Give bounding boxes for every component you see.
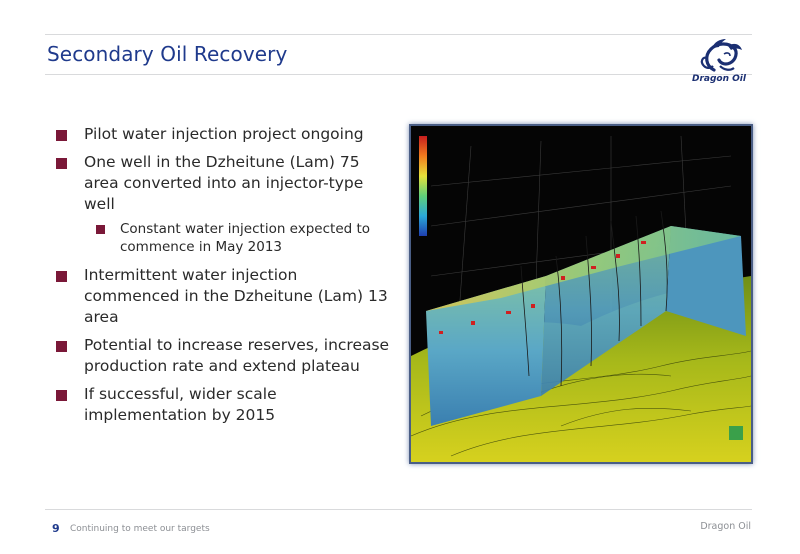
footer-brand: Dragon Oil [700, 521, 751, 532]
bullet-text: Pilot water injection project ongoing [84, 125, 364, 143]
bullet-item: One well in the Dzheitune (Lam) 75 area … [56, 152, 391, 215]
footer-section-label: Continuing to meet our targets [70, 524, 210, 534]
sub-bullet-text: Constant water injection expected to com… [120, 221, 371, 255]
bullet-marker [56, 158, 67, 169]
footer-divider [45, 509, 752, 510]
logo-wordmark: Dragon Oil [692, 74, 746, 84]
sub-bullet-item: Constant water injection expected to com… [56, 220, 391, 256]
bullet-item: If successful, wider scale implementatio… [56, 384, 391, 426]
dragon-icon [700, 39, 742, 72]
bullet-marker [56, 130, 67, 141]
reservoir-block-left [426, 276, 546, 426]
terrain-surface [411, 276, 751, 462]
bullet-item: Pilot water injection project ongoing [56, 124, 391, 145]
title-divider [45, 74, 752, 75]
bullet-item: Intermittent water injection commenced i… [56, 265, 391, 328]
dragon-oil-logo: Dragon Oil [684, 36, 754, 88]
bullet-text: If successful, wider scale implementatio… [84, 385, 277, 424]
bullet-marker [56, 390, 67, 401]
bullet-text: Intermittent water injection commenced i… [84, 266, 388, 326]
color-scale-bar [419, 136, 427, 236]
bullet-item: Potential to increase reserves, increase… [56, 335, 391, 377]
bullet-text: Potential to increase reserves, increase… [84, 336, 390, 375]
bullet-marker [56, 271, 67, 282]
top-divider [45, 34, 752, 35]
bullet-marker [56, 341, 67, 352]
well-trajectories [520, 210, 668, 387]
bullet-list: Pilot water injection project ongoing On… [56, 124, 391, 433]
bullet-text: One well in the Dzheitune (Lam) 75 area … [84, 153, 364, 213]
orientation-cube [729, 426, 743, 440]
sub-bullet-marker [96, 225, 105, 234]
slide-title: Secondary Oil Recovery [47, 42, 288, 66]
reservoir-3d-model-image [410, 126, 752, 462]
page-number: 9 [52, 522, 60, 535]
